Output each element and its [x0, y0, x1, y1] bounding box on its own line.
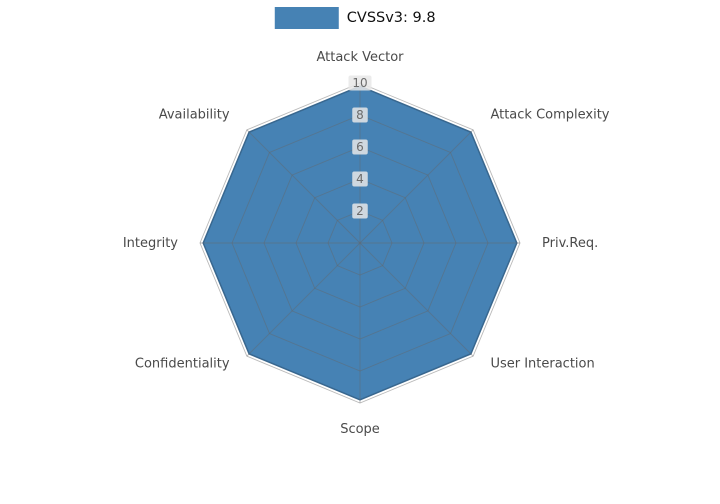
category-label: Scope [340, 422, 380, 437]
category-label: Attack Vector [316, 50, 404, 65]
tick-label-box [352, 139, 368, 155]
grid-ring [295, 178, 425, 308]
category-label: Attack Complexity [490, 108, 609, 123]
category-label: Integrity [123, 236, 178, 251]
grid-ring [327, 210, 393, 276]
radial-tick-label: 4 [356, 172, 364, 186]
category-label: Confidentiality [135, 356, 230, 371]
grid-ring [199, 82, 521, 404]
category-label: Priv.Req. [542, 236, 598, 251]
tick-label-box [352, 203, 368, 219]
grid-spoke [359, 242, 474, 357]
radial-tick-label: 10 [352, 76, 367, 90]
radial-tick-label: 6 [356, 140, 364, 154]
legend-label: CVSSv3: 9.8 [346, 10, 436, 26]
grid-ring [231, 114, 489, 372]
tick-label-box [352, 107, 368, 123]
radial-tick-label: 2 [356, 204, 364, 218]
grid-spoke [246, 129, 361, 244]
grid-spoke [246, 242, 361, 357]
category-label: Availability [159, 108, 230, 123]
tick-label-box [348, 75, 372, 91]
grid-ring [263, 146, 457, 340]
grid-spoke [359, 129, 474, 244]
category-label: User Interaction [490, 356, 594, 371]
radial-tick-label: 8 [356, 108, 364, 122]
radar-series-polygon [202, 85, 518, 401]
tick-label-box [352, 171, 368, 187]
legend-swatch [274, 7, 339, 29]
legend: CVSSv3: 9.8 [274, 7, 436, 29]
